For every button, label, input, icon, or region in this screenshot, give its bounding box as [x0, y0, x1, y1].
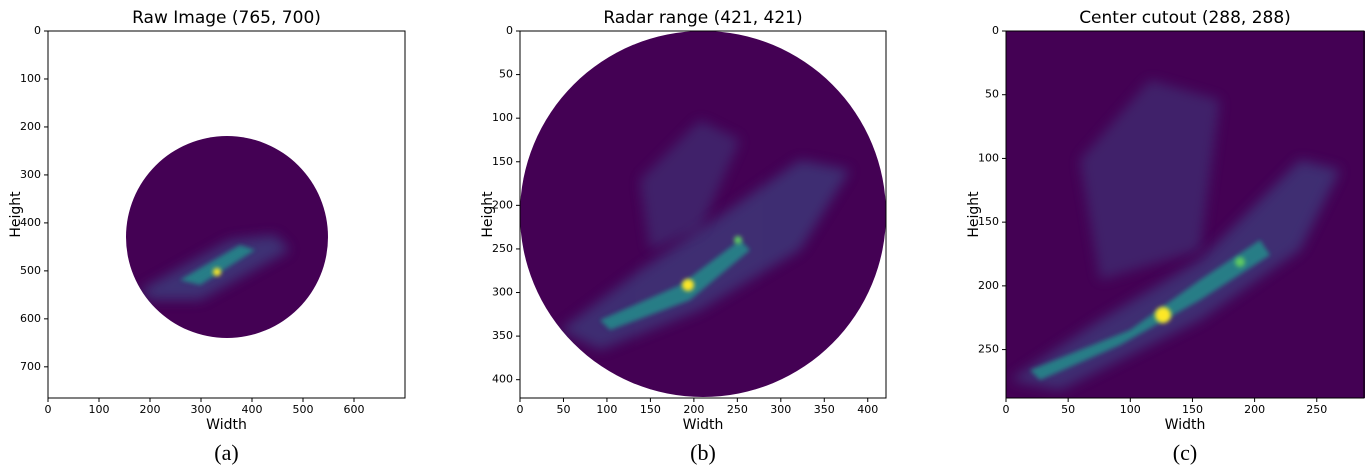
y-tick-label: 200 [978, 279, 999, 292]
y-tick-label: 600 [20, 312, 41, 325]
y-tick-label: 100 [978, 151, 999, 164]
y-tick-label: 0 [992, 24, 999, 37]
x-tick-label: 0 [517, 403, 524, 416]
y-tick-label: 100 [492, 111, 513, 124]
axes-frame [519, 30, 887, 399]
y-tick-label: 0 [506, 24, 513, 37]
y-tick-label: 50 [499, 68, 513, 81]
x-tick-label: 100 [1120, 403, 1141, 416]
y-tick-label: 50 [985, 88, 999, 101]
x-tick-label: 250 [727, 403, 748, 416]
y-axis-label: Height [966, 191, 982, 238]
x-axis-label: Width [206, 417, 247, 433]
x-tick-label: 100 [596, 403, 617, 416]
y-tick-label: 200 [20, 120, 41, 133]
y-tick-label: 150 [492, 155, 513, 168]
x-axis-label: Width [683, 417, 724, 433]
image-b [520, 31, 886, 397]
x-tick-label: 150 [640, 403, 661, 416]
chart-title: Raw Image (765, 700) [132, 8, 321, 28]
caption: (c) [1173, 440, 1197, 465]
caption: (a) [214, 440, 238, 465]
y-tick-label: 100 [20, 72, 41, 85]
y-axis-label: Height [480, 191, 496, 238]
x-tick-label: 300 [770, 403, 791, 416]
x-tick-label: 50 [1061, 403, 1075, 416]
x-tick-label: 600 [344, 403, 365, 416]
x-tick-label: 150 [1182, 403, 1203, 416]
y-tick-label: 500 [20, 264, 41, 277]
x-tick-label: 200 [1244, 403, 1265, 416]
y-tick-label: 200 [492, 198, 513, 211]
y-tick-label: 300 [492, 286, 513, 299]
x-tick-label: 200 [140, 403, 161, 416]
axes-frame [1005, 30, 1365, 399]
x-tick-label: 500 [293, 403, 314, 416]
x-tick-label: 350 [814, 403, 835, 416]
image-c [1006, 31, 1365, 398]
x-tick-label: 400 [242, 403, 263, 416]
x-tick-label: 100 [89, 403, 110, 416]
y-axis-label: Height [8, 191, 24, 238]
x-tick-label: 200 [683, 403, 704, 416]
chart-title: Radar range (421, 421) [603, 8, 802, 28]
y-tick-label: 150 [978, 215, 999, 228]
image-a [126, 136, 328, 338]
y-tick-label: 300 [20, 168, 41, 181]
x-axis-label: Width [1165, 417, 1206, 433]
x-tick-label: 250 [1306, 403, 1327, 416]
caption: (b) [690, 440, 716, 465]
axes-frame [47, 30, 406, 399]
x-tick-label: 0 [1003, 403, 1010, 416]
x-tick-label: 400 [857, 403, 878, 416]
x-tick-label: 300 [191, 403, 212, 416]
y-tick-label: 700 [20, 360, 41, 373]
y-tick-label: 250 [492, 242, 513, 255]
y-tick-label: 250 [978, 343, 999, 356]
y-tick-label: 0 [34, 24, 41, 37]
chart-title: Center cutout (288, 288) [1079, 8, 1291, 28]
y-tick-label: 400 [492, 373, 513, 386]
x-tick-label: 50 [556, 403, 570, 416]
y-tick-label: 400 [20, 216, 41, 229]
x-tick-label: 0 [45, 403, 52, 416]
y-tick-label: 350 [492, 329, 513, 342]
